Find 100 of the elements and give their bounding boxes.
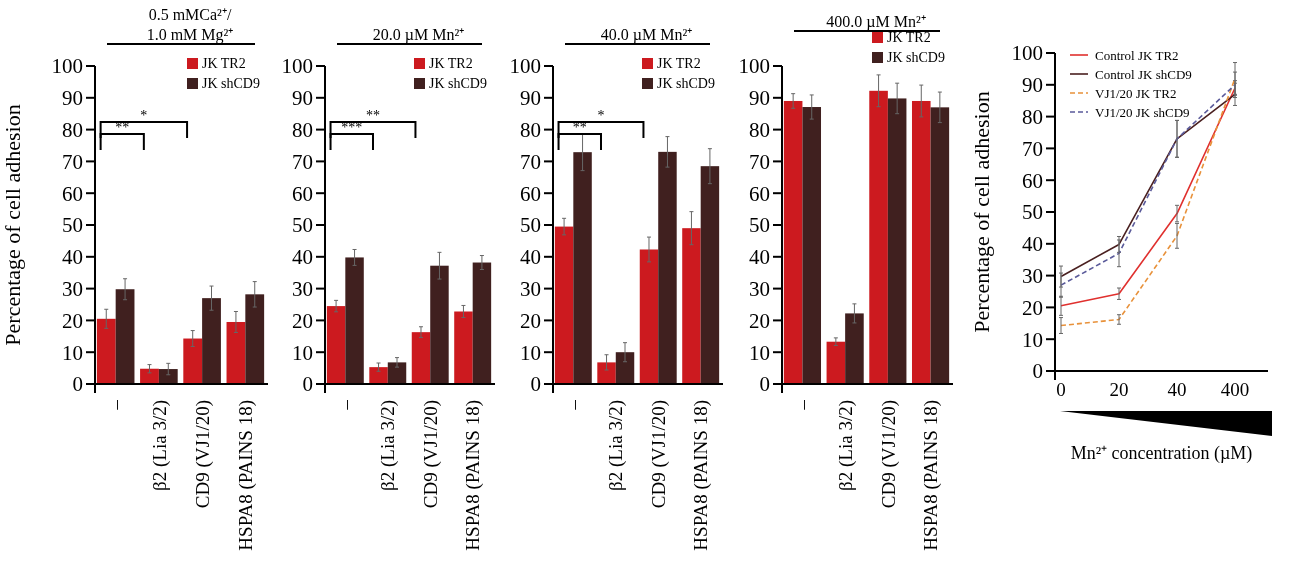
bar [930, 107, 950, 384]
x-tick-label: – [105, 399, 127, 411]
y-tick-label: 60 [749, 181, 770, 206]
y-tick-label: 10 [749, 340, 770, 365]
y-tick-label: 40 [292, 245, 313, 270]
y-tick-label: 90 [292, 86, 313, 111]
annotation: * [597, 108, 605, 123]
bar [387, 362, 407, 384]
y-tick-label: 80 [520, 117, 541, 142]
y-tick-label: 70 [1022, 136, 1043, 161]
y-tick-label: 80 [62, 117, 83, 142]
legend-label: JK shCD9 [657, 76, 715, 91]
x-tick-label: β2 (Lia 3/2) [148, 400, 171, 491]
bar [554, 226, 574, 384]
y-tick-label: 100 [1011, 41, 1043, 66]
bar [472, 262, 492, 384]
y-tick-label: 40 [520, 245, 541, 270]
x-tick-label: – [334, 399, 356, 411]
x-tick-label: 40 [1167, 379, 1187, 400]
y-tick-label: 0 [1032, 359, 1043, 384]
y-tick-label: 90 [520, 86, 541, 111]
y-tick-label: 50 [292, 213, 313, 238]
y-tick-label: 10 [62, 340, 83, 365]
x-tick-label: – [792, 399, 814, 411]
bar [911, 100, 931, 384]
y-tick-label: 30 [62, 276, 83, 301]
bar [430, 265, 449, 384]
x-tick-label: CD9 (VJ1/20) [191, 400, 214, 509]
y-tick-label: 70 [62, 149, 83, 174]
bar [202, 298, 221, 384]
bar [802, 107, 822, 384]
y-tick-label: 20 [520, 308, 541, 333]
bar [682, 228, 701, 384]
y-tick-label: 20 [62, 308, 83, 333]
annotation: * [140, 108, 148, 123]
bar [597, 362, 616, 384]
legend-label: JK TR2 [429, 56, 473, 71]
y-tick-label: 50 [749, 213, 770, 238]
x-tick-label: CD9 (VJ1/20) [419, 400, 442, 509]
bar [615, 352, 635, 384]
y-tick-label: 100 [51, 54, 83, 79]
legend-label: Control JK shCD9 [1095, 66, 1192, 82]
y-tick-label: 100 [281, 54, 313, 79]
y-tick-label: 50 [1022, 200, 1043, 225]
bar [369, 367, 388, 384]
bar [245, 294, 265, 384]
legend-label: JK TR2 [887, 30, 931, 45]
bar [869, 90, 888, 384]
y-tick-label: 10 [1022, 327, 1043, 352]
y-tick-label: 30 [292, 276, 313, 301]
y-tick-label: 30 [1022, 263, 1043, 288]
bar [573, 152, 592, 384]
y-tick-label: 10 [292, 340, 313, 365]
bar [454, 311, 473, 384]
y-tick-label: 60 [1022, 168, 1043, 193]
bar [845, 313, 864, 384]
x-tick-label: CD9 (VJ1/20) [647, 400, 670, 509]
x-tick-label: HSPA8 (PAINS 18) [462, 400, 485, 551]
y-tick-label: 70 [292, 149, 313, 174]
x-tick-label: HSPA8 (PAINS 18) [234, 400, 257, 551]
y-tick-label: 90 [749, 86, 770, 111]
x-tick-label: β2 (Lia 3/2) [605, 400, 628, 491]
x-tick-label: CD9 (VJ1/20) [877, 400, 900, 509]
bar [96, 318, 116, 384]
y-tick-label: 80 [1022, 104, 1043, 129]
y-tick-label: 80 [749, 117, 770, 142]
chart-title: 0.5 mMCa²⁺/ 1.0 mM Mg²⁺ [146, 6, 234, 44]
x-axis-title: Mn²⁺ concentration (µM) [1070, 443, 1253, 464]
legend-label: JK TR2 [202, 56, 246, 71]
bar [700, 166, 720, 384]
y-axis-title: Percentage of cell adhesion [0, 104, 25, 346]
y-tick-label: 60 [62, 181, 83, 206]
chart-title: 40.0 µM Mn²⁺ [600, 26, 693, 44]
bar [887, 98, 907, 384]
x-tick-label: 0 [1056, 379, 1066, 400]
y-tick-label: 50 [520, 213, 541, 238]
bar [639, 249, 659, 384]
chart-title: 20.0 µM Mn²⁺ [372, 26, 465, 44]
y-tick-label: 40 [749, 245, 770, 270]
x-tick-label: β2 (Lia 3/2) [834, 400, 857, 491]
y-tick-label: 60 [520, 181, 541, 206]
y-tick-label: 30 [520, 276, 541, 301]
bar [345, 257, 364, 384]
y-tick-label: 70 [520, 149, 541, 174]
y-tick-label: 100 [509, 54, 541, 79]
x-tick-label: 20 [1109, 379, 1129, 400]
y-tick-label: 90 [1022, 73, 1043, 98]
x-tick-label: HSPA8 (PAINS 18) [920, 400, 943, 551]
chart-title: 400.0 µM Mn²⁺ [826, 13, 926, 31]
legend-label: JK TR2 [657, 56, 701, 71]
bar [158, 369, 178, 384]
y-tick-label: 60 [292, 181, 313, 206]
x-tick-label: β2 (Lia 3/2) [377, 400, 400, 491]
y-axis-title: Percentage of cell adhesion [969, 91, 994, 333]
annotation: ** [366, 108, 380, 123]
x-tick-label: – [562, 399, 584, 411]
y-tick-label: 20 [292, 308, 313, 333]
y-tick-label: 100 [738, 54, 770, 79]
bar [658, 151, 677, 384]
bar [140, 368, 159, 384]
